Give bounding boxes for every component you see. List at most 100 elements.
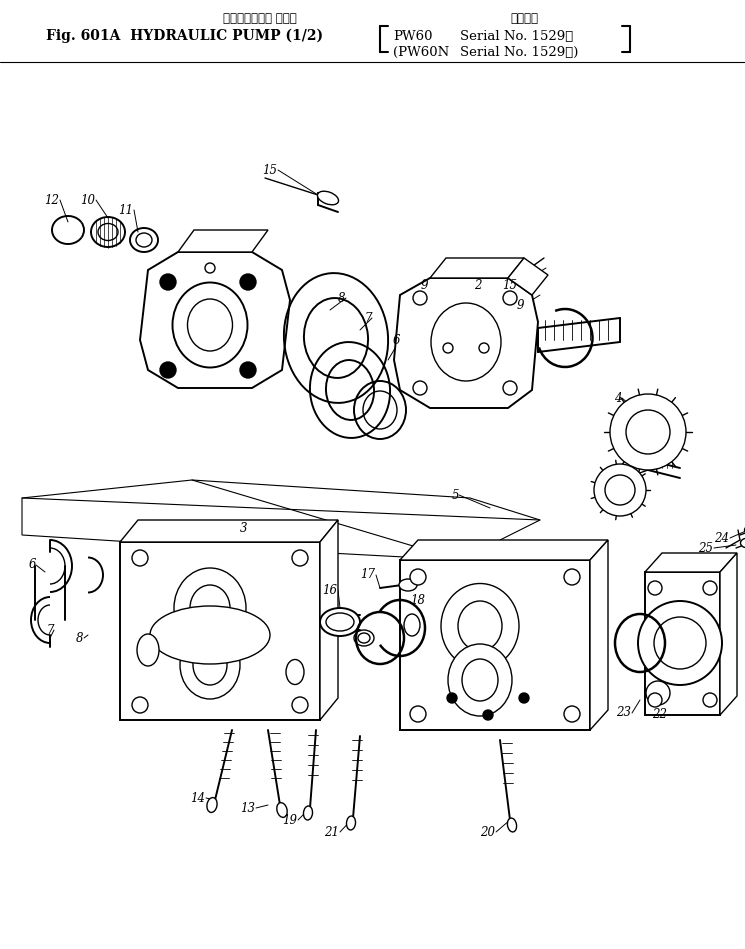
Ellipse shape: [358, 633, 370, 643]
Text: ハイドロリック ポンプ: ハイドロリック ポンプ: [223, 11, 297, 25]
Ellipse shape: [507, 818, 516, 832]
Circle shape: [648, 581, 662, 595]
Circle shape: [638, 601, 722, 685]
Ellipse shape: [404, 614, 420, 636]
Polygon shape: [320, 520, 338, 720]
Text: 7: 7: [364, 311, 372, 325]
Polygon shape: [430, 258, 524, 278]
Circle shape: [703, 581, 717, 595]
Ellipse shape: [346, 816, 355, 830]
Circle shape: [703, 693, 717, 707]
Text: Serial No. 1529～): Serial No. 1529～): [460, 46, 578, 59]
Circle shape: [648, 693, 662, 707]
Ellipse shape: [286, 660, 304, 684]
Circle shape: [503, 291, 517, 305]
Circle shape: [594, 464, 646, 516]
Circle shape: [447, 693, 457, 703]
Circle shape: [160, 362, 176, 378]
Text: 9: 9: [516, 299, 524, 311]
Ellipse shape: [174, 568, 246, 648]
Text: 19: 19: [282, 813, 297, 827]
Circle shape: [610, 394, 686, 470]
Polygon shape: [590, 540, 608, 730]
Ellipse shape: [448, 644, 512, 716]
Circle shape: [205, 263, 215, 273]
Circle shape: [410, 569, 426, 585]
Polygon shape: [22, 480, 540, 560]
Circle shape: [654, 617, 706, 669]
Ellipse shape: [190, 585, 230, 631]
Text: Fig. 601A  HYDRAULIC PUMP (1/2): Fig. 601A HYDRAULIC PUMP (1/2): [46, 28, 323, 44]
Circle shape: [626, 410, 670, 454]
Ellipse shape: [317, 191, 338, 205]
Text: 14: 14: [191, 791, 206, 805]
Ellipse shape: [399, 579, 417, 591]
Text: 22: 22: [653, 709, 668, 721]
Ellipse shape: [193, 645, 227, 685]
Text: 5: 5: [451, 489, 459, 501]
Circle shape: [564, 569, 580, 585]
Circle shape: [503, 381, 517, 395]
Circle shape: [292, 550, 308, 566]
Text: Serial No. 1529～: Serial No. 1529～: [460, 29, 573, 43]
Circle shape: [646, 681, 670, 705]
Polygon shape: [178, 230, 268, 252]
Circle shape: [413, 381, 427, 395]
Ellipse shape: [207, 797, 217, 812]
Ellipse shape: [431, 303, 501, 381]
Ellipse shape: [180, 631, 240, 699]
Text: 7: 7: [46, 623, 54, 637]
Polygon shape: [645, 553, 737, 572]
Polygon shape: [120, 520, 338, 542]
Circle shape: [292, 697, 308, 713]
Ellipse shape: [137, 634, 159, 666]
Ellipse shape: [458, 601, 502, 651]
Text: 4: 4: [614, 392, 622, 404]
Polygon shape: [645, 572, 720, 715]
Text: 16: 16: [323, 584, 337, 597]
Polygon shape: [400, 560, 590, 730]
Ellipse shape: [354, 630, 374, 646]
Polygon shape: [140, 252, 290, 388]
Text: 9: 9: [420, 278, 428, 291]
Text: (PW60N: (PW60N: [393, 46, 449, 59]
Ellipse shape: [326, 613, 354, 631]
Circle shape: [160, 274, 176, 290]
Ellipse shape: [441, 584, 519, 668]
Text: PW60: PW60: [393, 29, 433, 43]
Circle shape: [605, 475, 635, 505]
Ellipse shape: [173, 283, 247, 367]
Circle shape: [413, 291, 427, 305]
Text: 8: 8: [76, 631, 83, 644]
Circle shape: [519, 693, 529, 703]
Text: 12: 12: [45, 194, 60, 207]
Polygon shape: [400, 540, 608, 560]
Circle shape: [479, 343, 489, 353]
Ellipse shape: [188, 299, 232, 351]
Text: 18: 18: [410, 593, 425, 606]
Circle shape: [410, 706, 426, 722]
Circle shape: [483, 710, 493, 720]
Ellipse shape: [150, 606, 270, 664]
Circle shape: [240, 274, 256, 290]
Text: 6: 6: [393, 333, 400, 346]
Polygon shape: [508, 258, 548, 295]
Text: 25: 25: [699, 542, 714, 554]
Polygon shape: [120, 542, 320, 720]
Ellipse shape: [320, 608, 360, 636]
Circle shape: [443, 343, 453, 353]
Text: 10: 10: [80, 194, 95, 207]
Text: 23: 23: [617, 706, 632, 719]
Text: 2: 2: [475, 278, 482, 291]
Circle shape: [564, 706, 580, 722]
Text: 3: 3: [240, 522, 248, 534]
Text: 17: 17: [361, 568, 375, 582]
Text: 15: 15: [262, 163, 277, 177]
Ellipse shape: [462, 659, 498, 701]
Ellipse shape: [741, 538, 745, 548]
Text: 適用号機: 適用号機: [510, 11, 538, 25]
Text: 13: 13: [241, 802, 256, 814]
Text: 8: 8: [338, 291, 346, 305]
Text: 11: 11: [118, 203, 133, 216]
Ellipse shape: [277, 803, 288, 817]
